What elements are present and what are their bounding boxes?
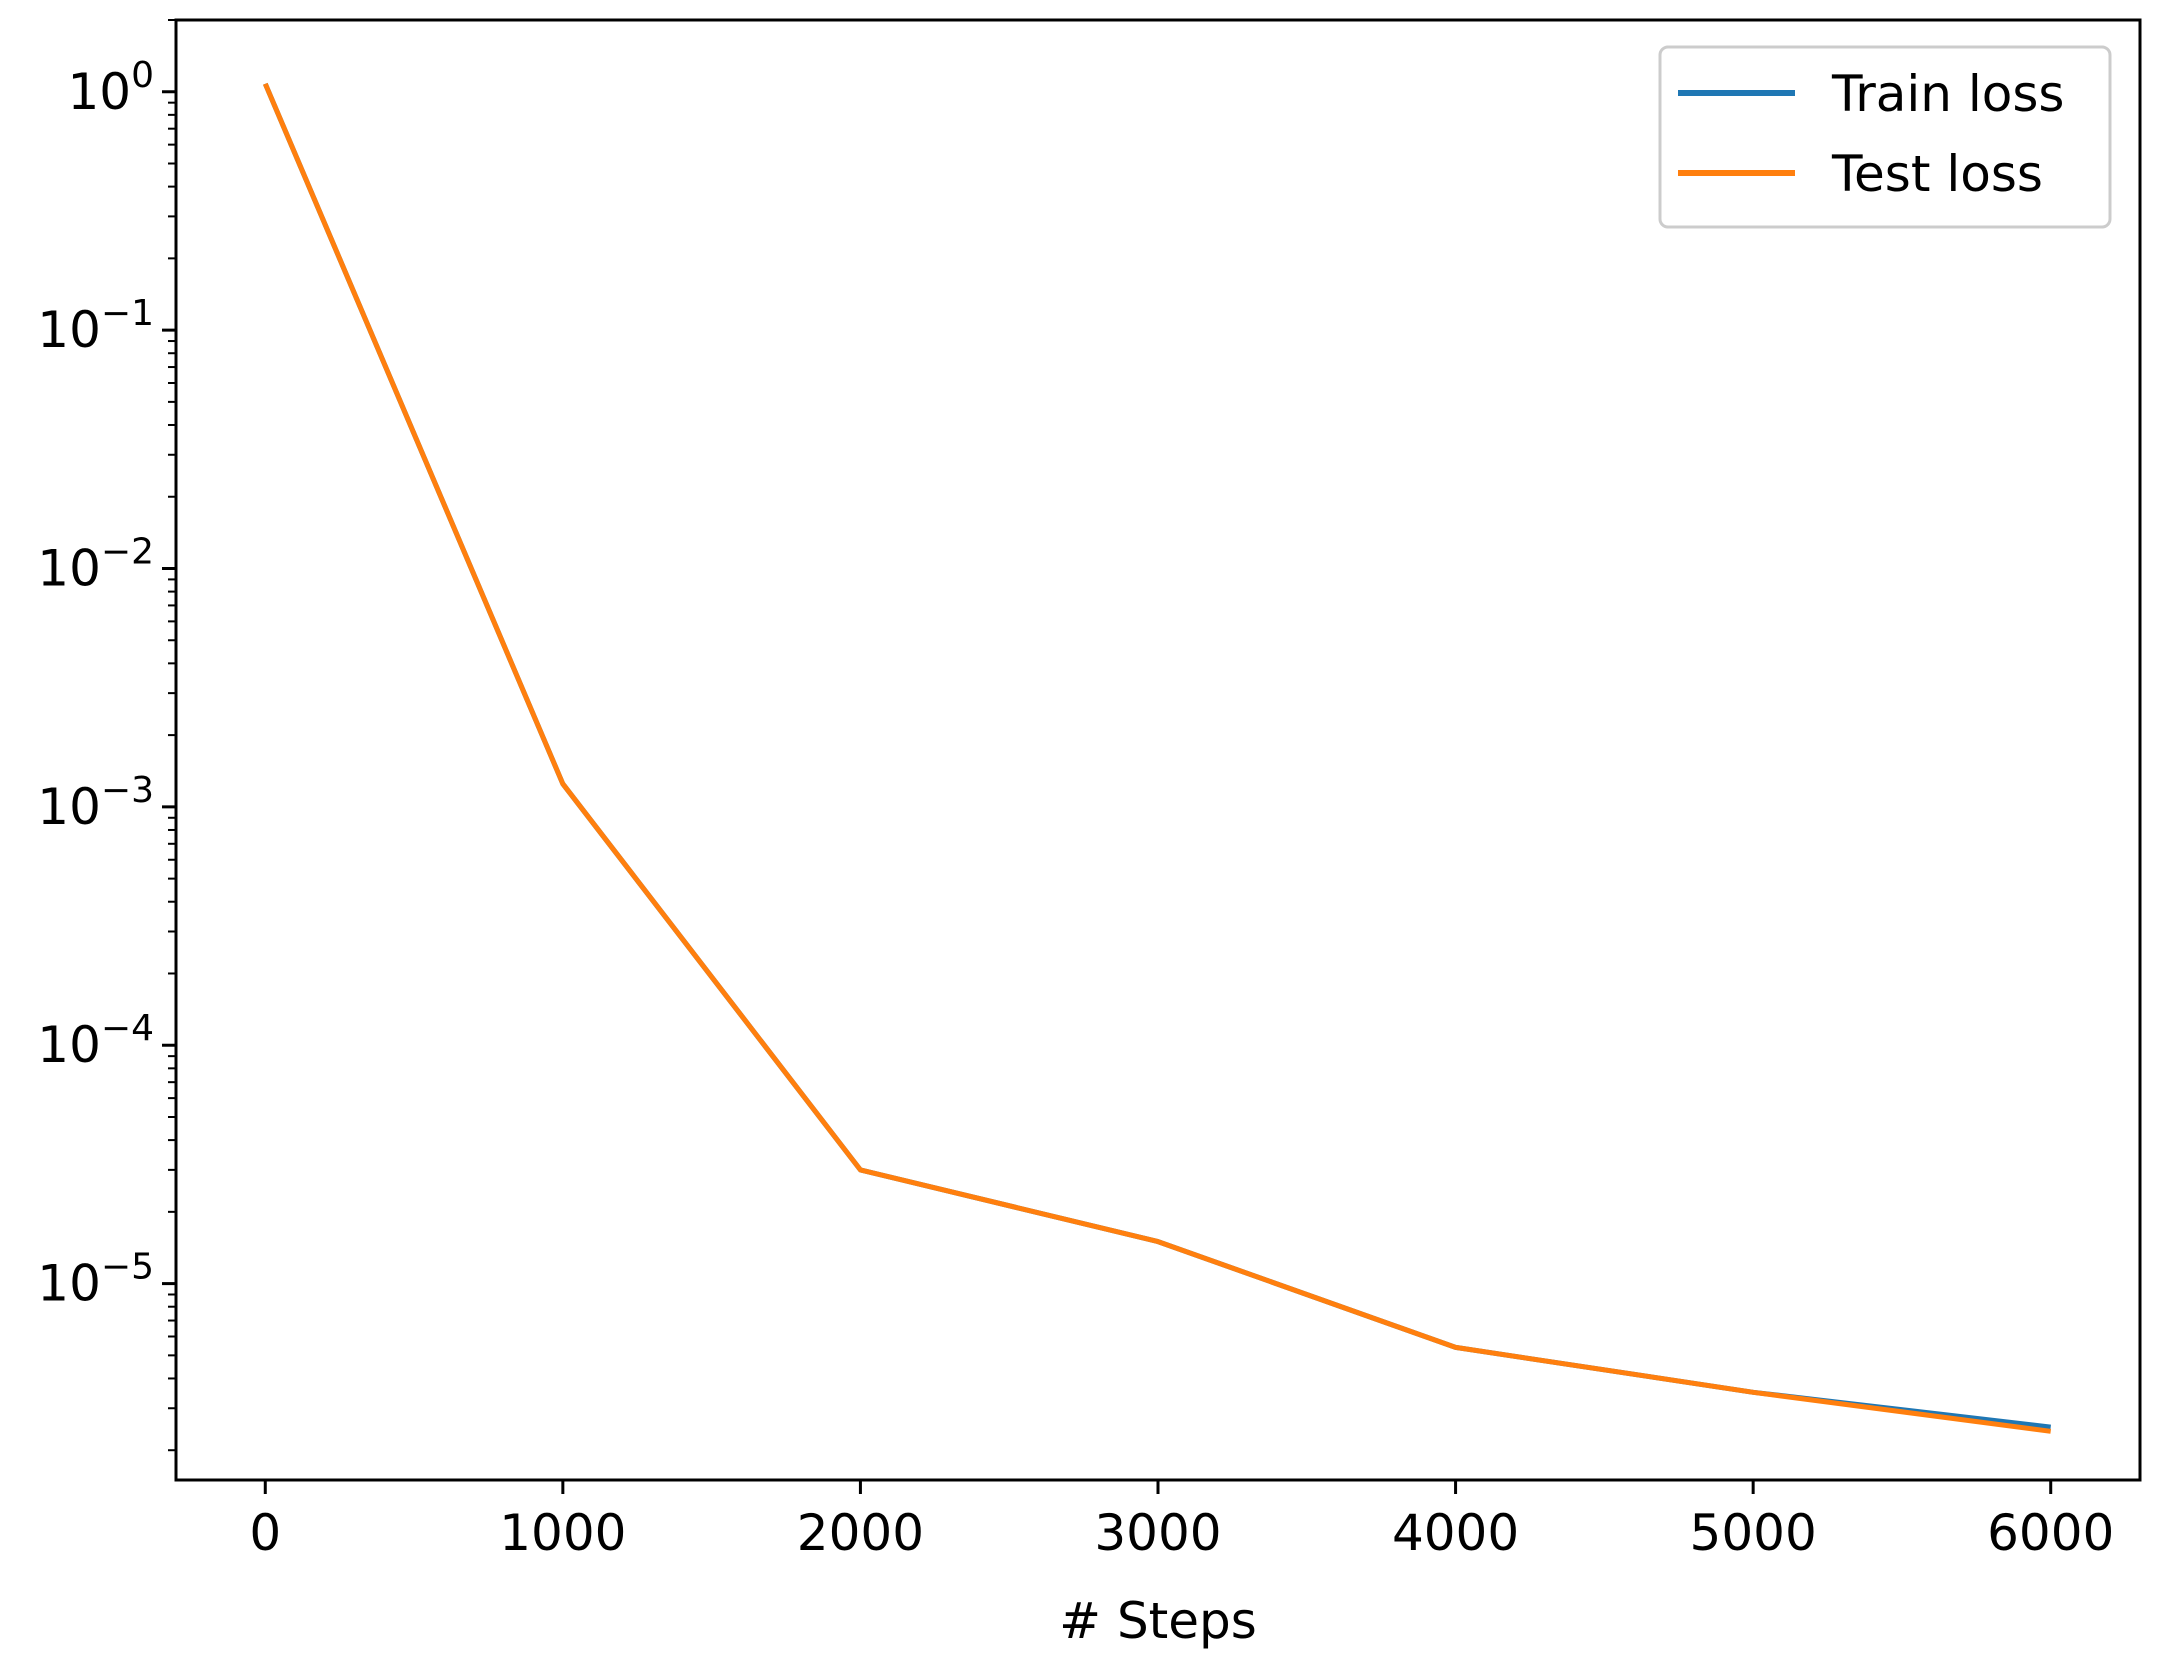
y-tick-label: 10−4: [37, 1008, 154, 1074]
y-tick-label: 10−3: [37, 770, 154, 836]
x-axis: 0 1000 2000 3000 4000 5000 6000: [249, 1480, 2114, 1562]
series-line-train-loss: [262, 82, 2051, 1430]
y-tick-label: 10−1: [37, 293, 154, 359]
y-tick-label: 10−2: [37, 531, 154, 597]
legend-label-train-loss: Train loss: [1831, 65, 2064, 123]
x-tick-label: 1000: [499, 1504, 626, 1562]
x-tick-label: 4000: [1392, 1504, 1519, 1562]
x-tick-label: 6000: [1987, 1504, 2114, 1562]
y-tick-label: 10−5: [37, 1247, 154, 1313]
series-line-test-loss: [262, 82, 2052, 1434]
x-tick-label: 2000: [797, 1504, 924, 1562]
series-layer: [262, 82, 2052, 1434]
x-tick-label: 3000: [1094, 1504, 1221, 1562]
legend: Train loss Test loss: [1658, 45, 2112, 229]
y-tick-label: 100: [67, 55, 154, 121]
plot-area-frame: [174, 18, 2142, 1482]
legend-label-test-loss: Test loss: [1831, 145, 2043, 203]
x-tick-label: 5000: [1690, 1504, 1817, 1562]
x-axis-label: # Steps: [1059, 1592, 1257, 1650]
x-tick-label: 0: [249, 1504, 281, 1562]
y-axis: 100 10−1 10−2 10−3 10−4 10−5: [37, 19, 176, 1452]
